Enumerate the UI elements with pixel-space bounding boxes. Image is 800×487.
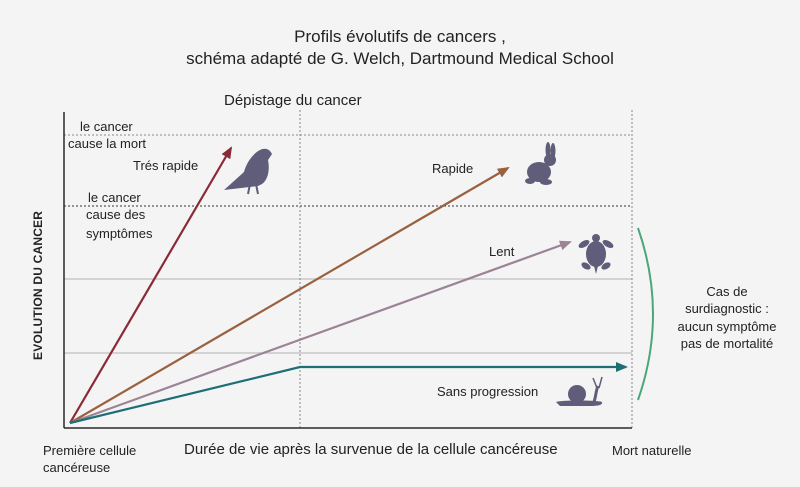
arrow-slow bbox=[69, 240, 572, 425]
rabbit-icon bbox=[525, 142, 556, 185]
x-axis-label: Durée de vie après la survenue de la cel… bbox=[184, 441, 558, 458]
overdiagnosis-line-2: surdiagnostic : bbox=[685, 301, 769, 316]
x-start-label-line-2: cancéreuse bbox=[43, 460, 111, 475]
y-axis-label: EVOLUTION DU CANCER bbox=[31, 210, 45, 360]
x-end-label: Mort naturelle bbox=[612, 443, 692, 458]
threshold-symptoms-line-2: cause des bbox=[86, 207, 146, 222]
x-start-label-line-1: Première cellule bbox=[43, 443, 137, 458]
arrow-fast bbox=[69, 166, 510, 424]
title-line-1: Profils évolutifs de cancers , bbox=[294, 27, 506, 46]
snail-icon bbox=[556, 376, 603, 406]
overdiagnosis-line-3: aucun symptôme bbox=[677, 319, 777, 334]
threshold-death-line-1: le cancer bbox=[80, 119, 133, 134]
overdiagnosis-line-4: pas de mortalité bbox=[680, 336, 774, 351]
overdiagnosis-bracket bbox=[637, 227, 654, 401]
crow-icon bbox=[224, 148, 272, 195]
threshold-death-line-2: cause la mort bbox=[68, 136, 147, 151]
arrow-very-fast bbox=[69, 146, 233, 424]
overdiagnosis-line-1: Cas de bbox=[706, 284, 748, 299]
arrow-no-progression bbox=[69, 362, 628, 425]
threshold-symptoms-line-1: le cancer bbox=[88, 190, 141, 205]
profile-label-very-fast: Trés rapide bbox=[133, 158, 199, 173]
profile-label-slow: Lent bbox=[489, 244, 515, 259]
screening-label: Dépistage du cancer bbox=[224, 92, 362, 109]
title-line-2: schéma adapté de G. Welch, Dartmound Med… bbox=[186, 49, 614, 68]
threshold-symptoms-line-3: symptômes bbox=[86, 226, 153, 241]
turtle-icon bbox=[578, 234, 614, 274]
profile-label-no-progression: Sans progression bbox=[437, 384, 539, 399]
profile-label-fast: Rapide bbox=[432, 161, 474, 176]
